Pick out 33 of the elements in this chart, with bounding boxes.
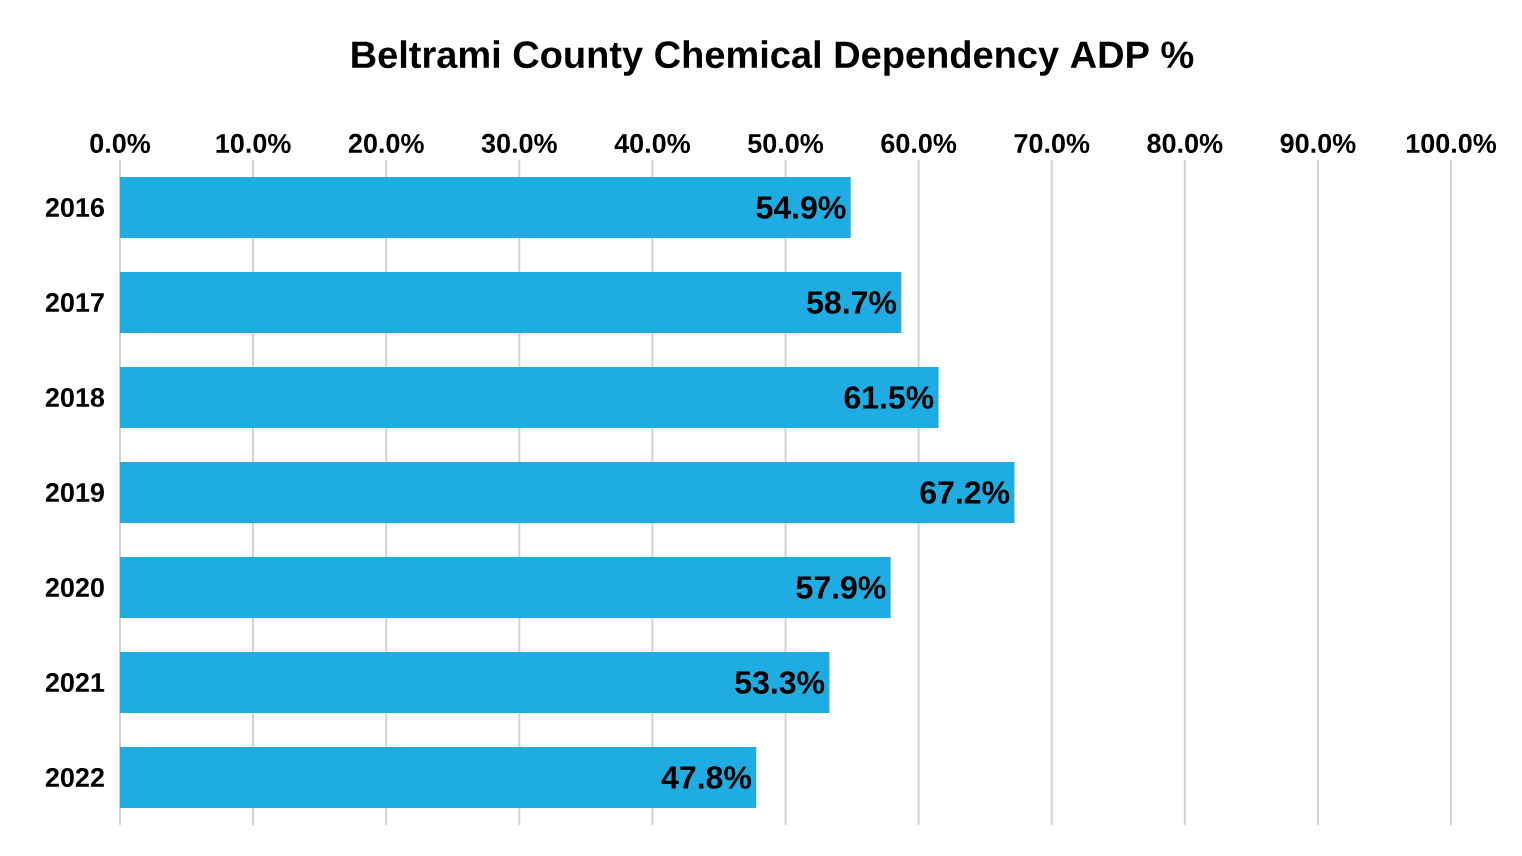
data-label: 67.2% [920, 481, 1010, 504]
data-label: 54.9% [756, 196, 846, 219]
bar [120, 462, 1015, 524]
y-tick-label: 2016 [45, 197, 104, 218]
y-tick-label: 2017 [45, 292, 104, 313]
data-label: 57.9% [796, 576, 886, 599]
bar [120, 557, 891, 619]
bar [120, 272, 902, 334]
bar [120, 177, 851, 239]
chart-title: Beltrami County Chemical Dependency ADP % [352, 40, 1194, 76]
y-tick-label: 2019 [45, 482, 104, 503]
y-tick-label: 2022 [45, 767, 104, 788]
x-tick-label: 30.0% [481, 133, 557, 153]
x-tick-label: 60.0% [881, 133, 957, 153]
y-tick-label: 2021 [45, 672, 105, 693]
x-tick-label: 10.0% [216, 133, 291, 153]
bar [120, 652, 830, 714]
x-tick-label: 50.0% [748, 133, 824, 153]
x-tick-label: 0.0% [90, 133, 151, 153]
y-tick-label: 2020 [45, 577, 104, 598]
data-label: 53.3% [735, 671, 825, 694]
bar [120, 367, 939, 429]
x-tick-label: 40.0% [614, 133, 690, 153]
x-tick-label: 70.0% [1014, 133, 1090, 153]
y-tick-label: 2018 [45, 387, 105, 408]
x-tick-label: 90.0% [1280, 133, 1356, 153]
x-tick-label: 20.0% [348, 133, 424, 153]
data-label: 58.7% [807, 291, 897, 314]
x-tick-label: 80.0% [1147, 133, 1223, 153]
x-tick-label: 100.0% [1406, 133, 1497, 153]
data-label: 47.8% [661, 766, 751, 789]
data-label: 61.5% [844, 386, 934, 409]
bar [120, 747, 757, 809]
